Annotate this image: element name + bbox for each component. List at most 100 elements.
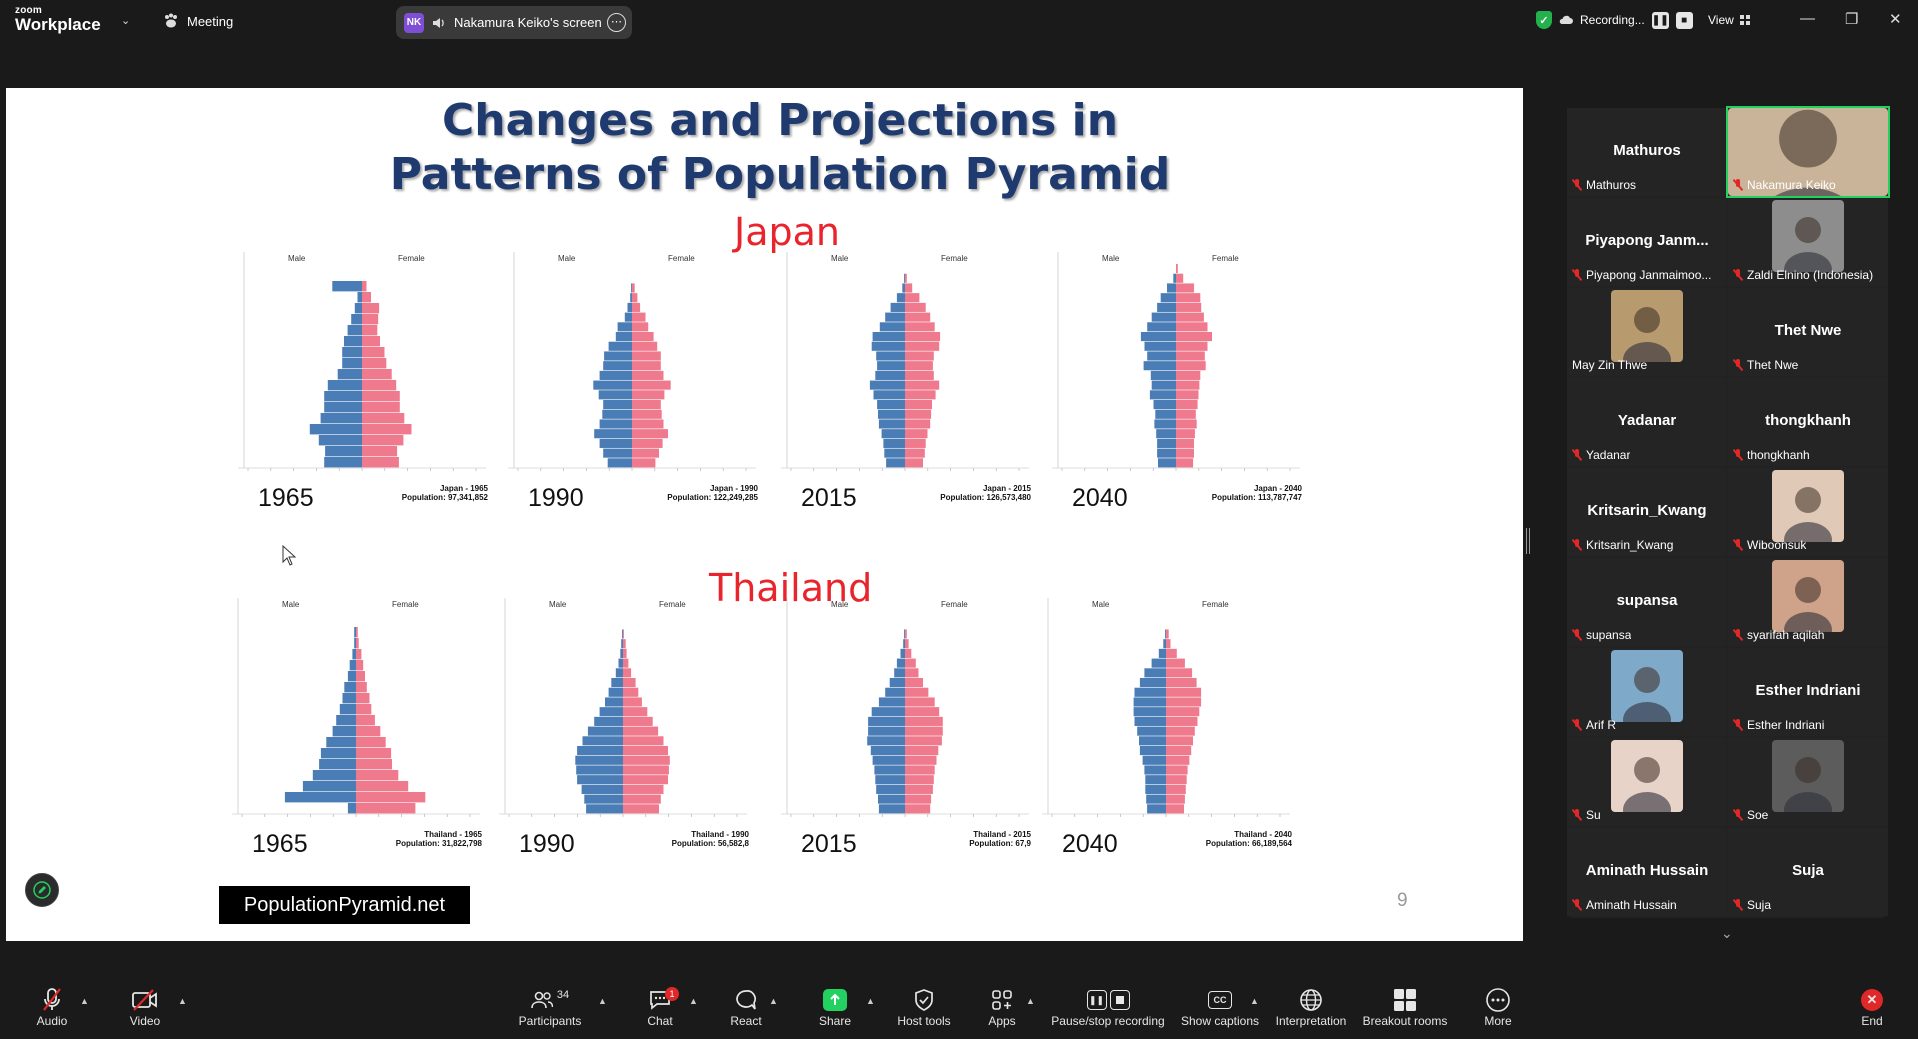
show-captions-button[interactable]: CC Show captions bbox=[1180, 986, 1260, 1028]
scroll-down-chevron-icon[interactable]: ⌄ bbox=[1721, 925, 1733, 941]
participant-tile[interactable]: Piyapong Janm... Piyapong Janmaimoo... bbox=[1567, 198, 1727, 286]
pause-recording-icon[interactable]: ❚❚ bbox=[1651, 11, 1669, 29]
mic-muted-icon bbox=[1572, 719, 1582, 731]
annotate-button[interactable] bbox=[25, 873, 59, 907]
participant-tile[interactable]: supansa supansa bbox=[1567, 558, 1727, 646]
interpretation-button[interactable]: Interpretation bbox=[1273, 986, 1349, 1028]
female-bar bbox=[1176, 322, 1208, 332]
male-bar bbox=[871, 341, 905, 351]
participant-tile[interactable]: Wiboonsuk bbox=[1728, 468, 1888, 556]
stop-recording-icon[interactable]: ■ bbox=[1675, 11, 1693, 29]
female-bar bbox=[1166, 726, 1195, 736]
video-options-caret-icon[interactable]: ▲ bbox=[178, 996, 187, 1006]
audio-options-caret-icon[interactable]: ▲ bbox=[80, 996, 89, 1006]
participant-tile[interactable]: Mathuros Mathuros bbox=[1567, 108, 1727, 196]
female-bar bbox=[356, 627, 358, 638]
participant-label: Yadanar bbox=[1572, 448, 1630, 462]
apps-caret-icon[interactable]: ▲ bbox=[1026, 996, 1035, 1006]
female-bar bbox=[362, 457, 399, 468]
female-bar bbox=[362, 380, 397, 391]
share-button[interactable]: Share bbox=[818, 986, 852, 1028]
end-meeting-button[interactable]: ✕ End bbox=[1860, 986, 1884, 1028]
participants-caret-icon[interactable]: ▲ bbox=[598, 996, 607, 1006]
male-bar bbox=[889, 678, 905, 688]
female-bar bbox=[1166, 687, 1202, 697]
sharer-avatar: NK bbox=[404, 12, 424, 33]
close-icon[interactable]: ✕ bbox=[1889, 11, 1902, 28]
pyramid-caption: Japan - 1990 Population: 122,249,285 bbox=[618, 484, 758, 502]
female-bar bbox=[362, 347, 385, 358]
apps-button[interactable]: Apps bbox=[986, 986, 1018, 1028]
male-bar bbox=[903, 639, 905, 649]
participant-label: Zaldi Elnino (Indonesia) bbox=[1733, 268, 1873, 282]
share-options-icon[interactable]: ⋯ bbox=[607, 13, 626, 32]
more-button[interactable]: More bbox=[1482, 986, 1514, 1028]
security-shield-icon[interactable]: ✓ bbox=[1536, 11, 1552, 29]
participant-name: Esther Indriani bbox=[1755, 682, 1861, 699]
male-bar bbox=[318, 435, 362, 446]
participant-tile[interactable]: syarifah aqilah bbox=[1728, 558, 1888, 646]
female-bar bbox=[362, 358, 387, 369]
react-caret-icon[interactable]: ▲ bbox=[769, 996, 778, 1006]
mic-muted-icon bbox=[1572, 899, 1582, 911]
breakout-rooms-button[interactable]: Breakout rooms bbox=[1362, 986, 1448, 1028]
male-bar bbox=[878, 804, 905, 814]
participant-label-text: Arif R bbox=[1586, 718, 1616, 732]
participant-tile[interactable]: May Zin Thwe bbox=[1567, 288, 1727, 376]
male-bar bbox=[354, 638, 356, 649]
participant-tile[interactable]: Esther Indriani Esther Indriani bbox=[1728, 648, 1888, 736]
audio-button[interactable]: Audio bbox=[32, 986, 72, 1028]
meeting-info-button[interactable]: Meeting bbox=[163, 13, 233, 29]
female-bar bbox=[1176, 293, 1201, 303]
male-bar bbox=[576, 765, 623, 775]
participant-tile[interactable]: Nakamura Keiko bbox=[1726, 106, 1890, 198]
participants-button[interactable]: 34 Participants bbox=[518, 989, 582, 1028]
share-caret-icon[interactable]: ▲ bbox=[866, 996, 875, 1006]
female-bar bbox=[632, 400, 661, 410]
participant-video bbox=[1772, 200, 1844, 272]
female-bar bbox=[905, 380, 940, 390]
participant-tile[interactable]: Kritsarin_Kwang Kritsarin_Kwang bbox=[1567, 468, 1727, 556]
participant-tile[interactable]: Arif R bbox=[1567, 648, 1727, 736]
female-bar bbox=[632, 322, 649, 332]
react-button[interactable]: React bbox=[728, 986, 764, 1028]
participant-label-text: supansa bbox=[1586, 628, 1632, 642]
male-bar bbox=[342, 347, 362, 358]
pyramid-country-year: Thailand - 2040 bbox=[1234, 830, 1292, 839]
male-bar bbox=[877, 361, 905, 371]
female-bar bbox=[356, 660, 364, 671]
male-bar bbox=[1142, 755, 1166, 765]
population-pyramid-japan-2040 bbox=[1052, 252, 1300, 471]
pause-stop-recording-button[interactable]: ❚❚ Pause/stop recording bbox=[1050, 986, 1166, 1028]
participant-tile[interactable]: Suja Suja bbox=[1728, 828, 1888, 916]
participant-tile[interactable]: thongkhanh thongkhanh bbox=[1728, 378, 1888, 466]
female-bar bbox=[905, 765, 935, 775]
chat-caret-icon[interactable]: ▲ bbox=[689, 996, 698, 1006]
participant-video bbox=[1772, 740, 1844, 812]
female-bar bbox=[632, 302, 641, 312]
view-button[interactable]: View bbox=[1708, 13, 1751, 27]
male-bar bbox=[599, 438, 632, 448]
female-bar bbox=[905, 648, 912, 658]
participant-tile[interactable]: Yadanar Yadanar bbox=[1567, 378, 1727, 466]
participant-tile[interactable]: Aminath Hussain Aminath Hussain bbox=[1567, 828, 1727, 916]
participant-tile[interactable]: Soe bbox=[1728, 738, 1888, 826]
female-bar bbox=[905, 341, 940, 351]
app-menu-chevron-icon[interactable]: ⌄ bbox=[121, 15, 131, 27]
participant-tile[interactable]: Thet Nwe Thet Nwe bbox=[1728, 288, 1888, 376]
participant-tile[interactable]: Zaldi Elnino (Indonesia) bbox=[1728, 198, 1888, 286]
host-tools-button[interactable]: Host tools bbox=[894, 986, 954, 1028]
participant-label-text: Soe bbox=[1747, 808, 1769, 822]
video-button[interactable]: Video bbox=[125, 986, 165, 1028]
minimize-icon[interactable]: — bbox=[1800, 10, 1815, 27]
restore-icon[interactable]: ❐ bbox=[1845, 11, 1859, 28]
captions-caret-icon[interactable]: ▲ bbox=[1250, 996, 1259, 1006]
participant-video bbox=[1611, 650, 1683, 722]
male-bar bbox=[1137, 726, 1166, 736]
participant-label: Suja bbox=[1733, 898, 1771, 912]
participant-tile[interactable]: Su bbox=[1567, 738, 1727, 826]
female-bar bbox=[1176, 370, 1201, 380]
screen-share-indicator[interactable]: NK Nakamura Keiko's screen ⋯ bbox=[396, 6, 632, 39]
panel-splitter[interactable] bbox=[1526, 528, 1530, 554]
female-bar bbox=[905, 302, 926, 312]
